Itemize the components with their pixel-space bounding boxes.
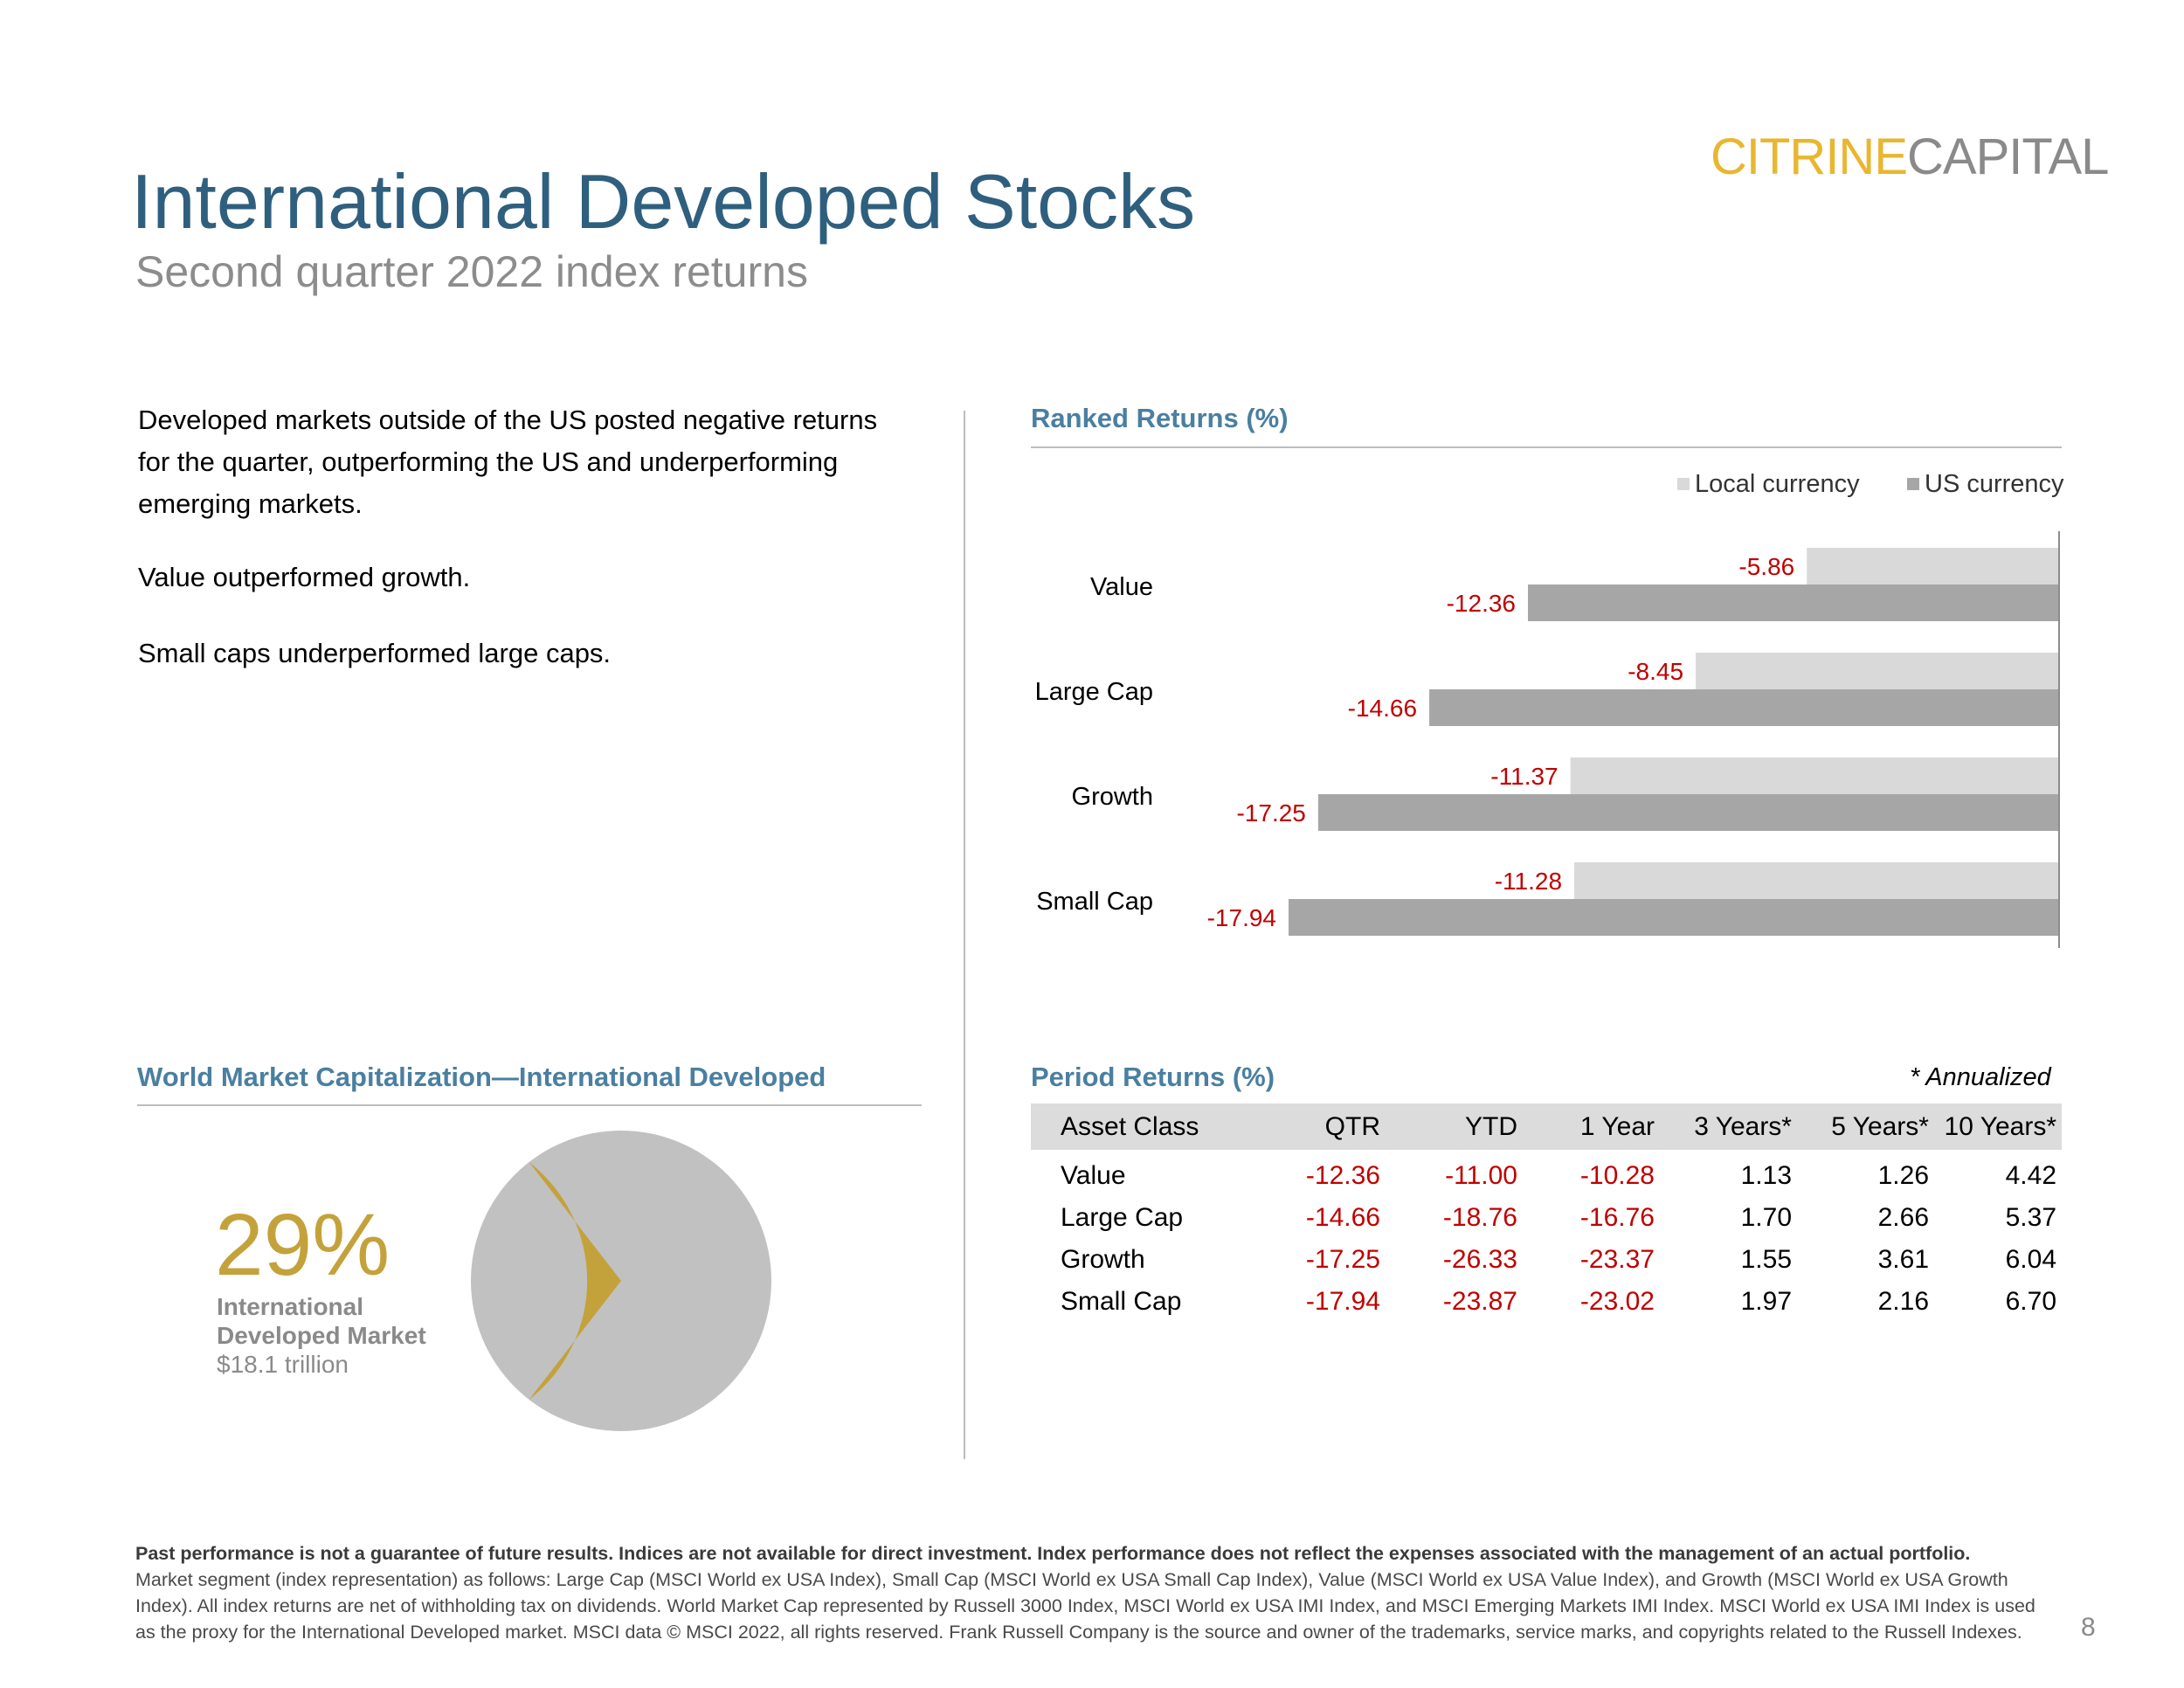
table-cell-value: 1.97 [1740, 1287, 1792, 1316]
table-cell-value: -11.00 [1445, 1161, 1517, 1190]
table-cell-value: -17.94 [1305, 1287, 1380, 1316]
market-cap-value: $18.1 trillion [217, 1351, 349, 1378]
table-cell-asset-class: Small Cap [1061, 1287, 1182, 1316]
ranked-returns-rule [1031, 446, 2062, 448]
summary-paragraph-2: Value outperformed growth. [138, 562, 471, 592]
bar-local-currency [1807, 548, 2058, 585]
world-market-cap-title: World Market Capitalization—Internationa… [137, 1062, 826, 1092]
table-cell-value: -12.36 [1305, 1161, 1380, 1190]
market-cap-percentage: 29% [215, 1196, 390, 1294]
legend-label: US currency [1925, 470, 2064, 498]
ranked-returns-title: Ranked Returns (%) [1031, 403, 1289, 433]
footer-disclaimer-bold: Past performance is not a guarantee of f… [135, 1543, 1971, 1564]
table-cell-value: 6.70 [2005, 1287, 2056, 1316]
header-qtr: QTR [1248, 1103, 1380, 1150]
page-number: 8 [2081, 1613, 2096, 1642]
table-cell-value: -16.76 [1579, 1203, 1655, 1232]
table-cell-value: -23.37 [1579, 1245, 1655, 1274]
header-5-years: 5 Years* [1792, 1103, 1929, 1150]
period-returns-title: Period Returns (%) [1031, 1062, 1275, 1092]
period-returns-table: Asset Class QTR YTD 1 Year 3 Years* 5 Ye… [1031, 1103, 2062, 1323]
table-cell-value: 1.55 [1740, 1245, 1792, 1274]
category-label: Growth [1072, 783, 1153, 811]
data-label: -17.94 [1207, 904, 1276, 931]
bar-us-currency [1429, 689, 2058, 726]
table-cell-value: -14.66 [1305, 1203, 1380, 1232]
category-label: Small Cap [1036, 888, 1153, 916]
table-cell-value: 1.13 [1740, 1161, 1792, 1190]
data-label: -12.36 [1447, 590, 1516, 617]
summary-paragraph-1: Developed markets outside of the US post… [138, 405, 878, 519]
page-subtitle: Second quarter 2022 index returns [135, 247, 808, 296]
data-label: -17.25 [1236, 799, 1305, 827]
bar-us-currency [1289, 899, 2058, 936]
logo-part-1: CITRINE [1711, 128, 1908, 185]
table-row: Growth -17.25 -26.33 -23.37 1.55 3.61 6.04 [1031, 1239, 2062, 1281]
table-cell-value: 5.37 [2005, 1203, 2056, 1232]
footer-disclaimer-text: Market segment (index representation) as… [135, 1569, 2035, 1643]
legend-label: Local currency [1695, 470, 1860, 498]
table-cell-value: 2.16 [1877, 1287, 1929, 1316]
header-ytd: YTD [1380, 1103, 1517, 1150]
category-label: Large Cap [1035, 678, 1153, 706]
table-cell-asset-class: Growth [1061, 1245, 1145, 1274]
summary-paragraph-3: Small caps underperformed large caps. [138, 638, 612, 668]
market-cap-label-line-1: International [217, 1293, 364, 1320]
table-row: Value -12.36 -11.00 -10.28 1.13 1.26 4.42 [1031, 1150, 2062, 1197]
table-cell-value: 3.61 [1877, 1245, 1929, 1274]
table-cell-asset-class: Large Cap [1061, 1203, 1184, 1232]
footer-disclaimer: Past performance is not a guarantee of f… [135, 1540, 2040, 1645]
bar-local-currency [1696, 653, 2058, 689]
table-cell-value: 6.04 [2005, 1245, 2056, 1274]
table-cell-value: -26.33 [1442, 1245, 1517, 1274]
world-market-cap-rule [137, 1104, 922, 1106]
data-label: -11.28 [1495, 868, 1562, 895]
table-cell-value: 4.42 [2005, 1161, 2056, 1190]
company-logo: CITRINECAPITAL [1711, 128, 2109, 186]
category-label: Value [1090, 573, 1153, 601]
vertical-divider [964, 411, 965, 1459]
legend-swatch [1677, 478, 1690, 490]
table-cell-value: -23.87 [1442, 1287, 1517, 1316]
bar-us-currency [1317, 794, 2058, 831]
pie-international-developed-slice [529, 1162, 621, 1400]
table-cell-value: -18.76 [1442, 1203, 1517, 1232]
table-cell-value: 1.26 [1877, 1161, 1929, 1190]
header-asset-class: Asset Class [1031, 1103, 1248, 1150]
header-3-years: 3 Years* [1655, 1103, 1792, 1150]
header-10-years: 10 Years* [1929, 1103, 2062, 1150]
table-cell-value: 1.70 [1740, 1203, 1792, 1232]
data-label: -5.86 [1738, 553, 1794, 580]
table-row: Small Cap -17.94 -23.87 -23.02 1.97 2.16 6.70 [1031, 1281, 2062, 1323]
bar-us-currency [1528, 585, 2058, 621]
bar-local-currency [1570, 758, 2058, 794]
table-row: Large Cap -14.66 -18.76 -16.76 1.70 2.66 5.37 [1031, 1197, 2062, 1239]
data-label: -8.45 [1628, 658, 1683, 685]
annualized-note: * Annualized [1910, 1063, 2051, 1091]
bar-local-currency [1574, 862, 2058, 899]
data-label: -14.66 [1348, 695, 1417, 722]
header-1-year: 1 Year [1517, 1103, 1655, 1150]
market-cap-label-line-2: Developed Market [217, 1322, 426, 1349]
table-header-row: Asset Class QTR YTD 1 Year 3 Years* 5 Ye… [1031, 1103, 2062, 1150]
data-label: -11.37 [1490, 763, 1558, 790]
page-title: International Developed Stocks [131, 158, 1196, 245]
table-cell-value: -10.28 [1579, 1161, 1655, 1190]
table-cell-value: -23.02 [1579, 1287, 1655, 1316]
table-cell-value: -17.25 [1305, 1245, 1380, 1274]
table-cell-value: 2.66 [1877, 1203, 1929, 1232]
logo-part-2: CAPITAL [1907, 128, 2109, 185]
legend-swatch [1907, 478, 1919, 490]
table-cell-asset-class: Value [1061, 1161, 1126, 1190]
